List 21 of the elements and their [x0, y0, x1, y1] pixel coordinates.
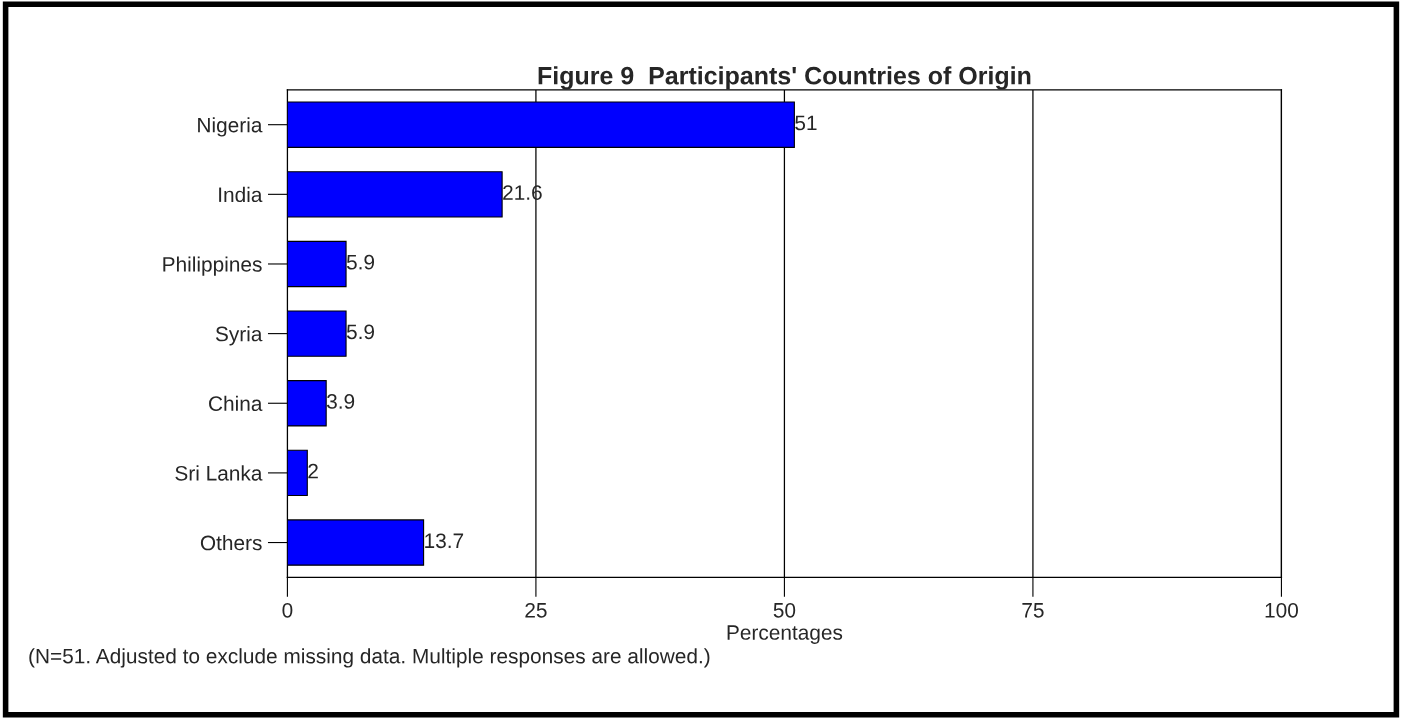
y-tick-label: Philippines: [163, 256, 262, 276]
chart-title: Figure 9 Participants' Countries of Origin: [538, 66, 1031, 90]
text: (N=51. Adjusted to exclude missing data. Multiple responses are allowed.): [29, 648, 710, 668]
y-tick-label: Sri Lanka: [175, 465, 263, 481]
data-label: 13.7: [425, 533, 464, 549]
data-label: 51: [795, 115, 817, 131]
x-axis-title: Percentages: [727, 625, 843, 644]
y-tick-label: Syria: [215, 326, 263, 346]
x-tick-label: 50: [773, 602, 796, 618]
x-tick-label: 25: [525, 602, 547, 618]
x-tick-label: 0: [282, 602, 293, 618]
data-label: 2: [308, 463, 318, 479]
y-tick-label: Nigeria: [198, 117, 263, 137]
x-tick-label: 100: [1265, 602, 1298, 618]
data-label: 5.9: [346, 324, 375, 340]
y-tick-label: China: [209, 395, 263, 412]
x-tick-label: 75: [1022, 603, 1044, 618]
data-label: 3.9: [326, 394, 355, 409]
y-tick-label: India: [219, 186, 263, 203]
data-label: 5.9: [346, 254, 375, 270]
y-tick-label: Others: [200, 534, 262, 551]
